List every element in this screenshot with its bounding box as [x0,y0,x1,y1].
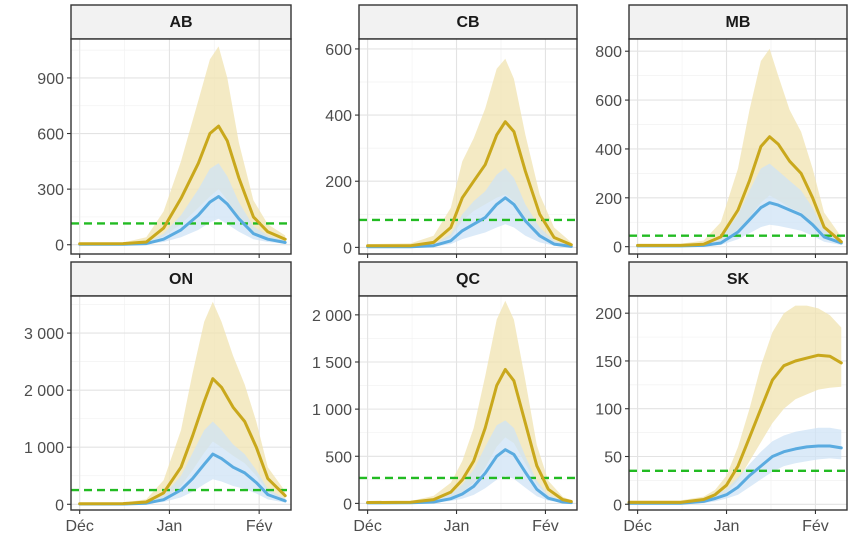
y-tick-label: 200 [595,306,622,323]
y-tick-label: 1 000 [312,402,352,419]
y-tick-label: 100 [595,402,622,419]
y-tick-label: 600 [595,93,622,110]
y-tick-label: 0 [55,238,64,255]
x-tick-label: Jan [714,518,740,535]
lower-series-line [366,196,573,249]
y-tick-label: 50 [604,450,622,467]
upper-series-line [366,120,573,248]
y-tick-label: 200 [325,174,352,191]
lower-uncertainty-band [367,168,572,248]
lower-series-line [78,195,287,246]
strip-background [70,261,292,297]
x-tick-label: Jan [444,518,470,535]
y-tick-label: 1 000 [24,440,64,457]
lower-series-line [78,452,287,506]
x-tick-label: Déc [623,518,651,535]
strip-background [628,261,848,297]
y-tick-label: 400 [325,108,352,125]
y-tick-label: 0 [343,240,352,257]
y-tick-label: 900 [37,71,64,88]
panel-title: SK [727,271,750,288]
panel-border [358,295,578,511]
upper-series-line [78,377,287,506]
x-tick-label: Déc [353,518,381,535]
panel-qc: QC 0 500 1 000 1 500 2 000 Déc Jan Fév [312,261,578,535]
y-tick-label: 2 000 [24,383,64,400]
lower-series-line [636,201,843,248]
lower-uncertainty-band [79,421,286,505]
x-tick-label: Jan [157,518,183,535]
x-tick-label: Déc [65,518,93,535]
panel-border [70,38,292,255]
y-tick-label: 0 [613,497,622,514]
y-tick-label: 0 [55,497,64,514]
upper-series-line [78,124,287,246]
panel-border [628,38,848,255]
y-tick-label: 200 [595,191,622,208]
upper-series-line [636,135,843,247]
y-tick-label: 600 [325,42,352,59]
x-tick-label: Fév [532,518,559,535]
strip-background [358,261,578,297]
lower-uncertainty-band [367,420,572,504]
panel-cb: CB 0 200 400 600 [325,4,578,258]
panel-title: CB [456,14,479,31]
panel-border [628,295,848,511]
strip-background [358,4,578,40]
panel-sk: SK 0 50 100 150 200 Déc Jan Fév [595,261,848,535]
upper-series-line [366,368,573,504]
y-tick-label: 1 500 [312,355,352,372]
panel-title: ON [169,271,193,288]
upper-series-line [627,353,843,504]
panel-border [70,295,292,511]
panel-title: MB [726,14,751,31]
lower-series-line [366,448,573,505]
strip-background [70,4,292,40]
y-tick-label: 600 [37,127,64,144]
y-tick-label: 300 [37,182,64,199]
x-tick-label: Fév [246,518,273,535]
y-tick-label: 400 [595,142,622,159]
y-tick-label: 800 [595,44,622,61]
x-tick-label: Fév [802,518,829,535]
y-tick-label: 500 [325,449,352,466]
y-tick-label: 0 [343,496,352,513]
strip-background [628,4,848,40]
panel-title: AB [169,14,192,31]
panel-title: QC [456,271,480,288]
upper-uncertainty-band [629,305,842,504]
panel-ab: AB 0 300 600 900 [37,4,292,258]
lower-uncertainty-band [637,163,842,247]
panel-border [358,38,578,255]
panel-mb: MB 0 200 400 600 800 [595,4,848,258]
y-tick-label: 2 000 [312,308,352,325]
panel-on: ON 0 1 000 2 000 3 000 Déc Jan Fév [24,261,292,535]
y-tick-label: 150 [595,354,622,371]
lower-series-line [627,444,843,505]
lower-uncertainty-band [629,427,842,505]
y-tick-label: 0 [613,240,622,257]
y-tick-label: 3 000 [24,326,64,343]
